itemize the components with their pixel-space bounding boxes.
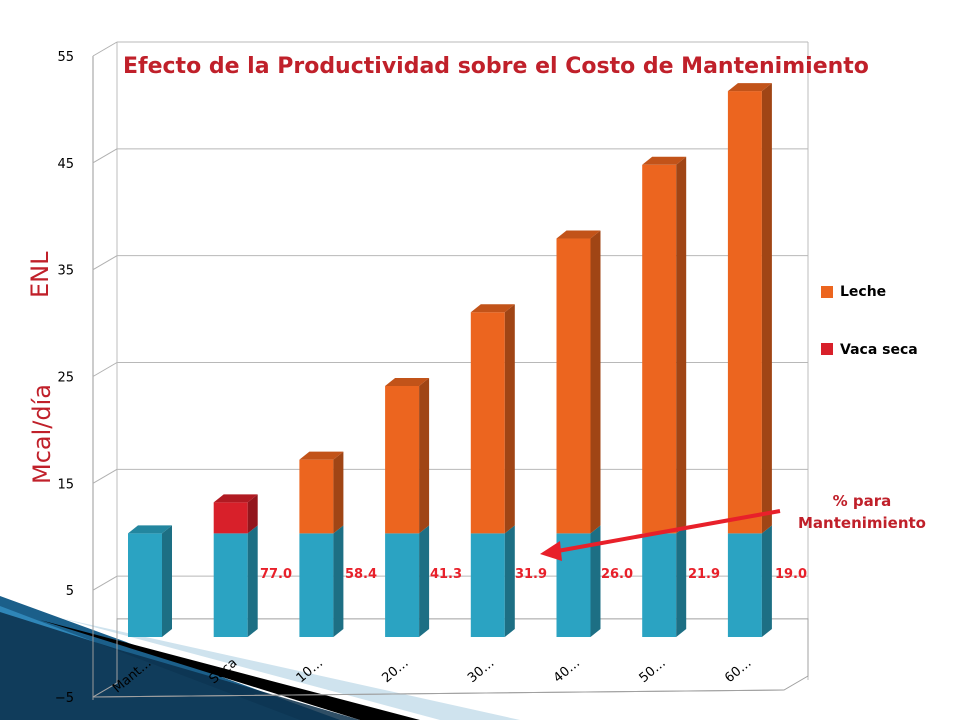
x-tick-label: 30… — [465, 656, 497, 686]
annotation-arrow-head — [540, 541, 562, 561]
bar-front — [470, 312, 505, 534]
bar-front — [213, 533, 248, 637]
bar-segment-0-2 — [299, 525, 344, 637]
y-tick-label: 5 — [66, 584, 74, 599]
bar-front — [385, 533, 420, 637]
bar-segment-0-7 — [727, 525, 772, 637]
y-tick-label: 15 — [57, 477, 74, 492]
legend-label-leche: Leche — [840, 284, 886, 300]
gridlines — [92, 41, 809, 698]
floor-front-edge — [92, 689, 785, 698]
y-tick-label: 35 — [57, 264, 74, 279]
bar-side — [247, 494, 258, 534]
bar-side — [419, 525, 430, 637]
x-tick-label: 50… — [636, 656, 668, 686]
bar-side — [676, 156, 687, 534]
bar-segment-0-0 — [128, 525, 172, 637]
bar-segment-0-3 — [385, 525, 430, 637]
bar-front — [470, 533, 505, 637]
x-tick-label: 40… — [551, 656, 583, 686]
y-tick-label: −5 — [55, 691, 74, 706]
y-axis-label-enl: ENL — [26, 251, 54, 298]
bar-segment-0-5 — [556, 525, 601, 637]
bar-side — [761, 83, 772, 534]
gridline-diag — [92, 468, 118, 484]
legend-label-vaca-seca: Vaca seca — [840, 342, 918, 358]
x-tick-label: 60… — [722, 656, 754, 686]
bar-side — [504, 525, 515, 637]
gridline-diag — [92, 41, 118, 57]
bar-segment-0-4 — [470, 525, 515, 637]
bar-side — [333, 525, 344, 637]
annotation-line-1: % para — [833, 492, 892, 510]
bar-side — [247, 525, 258, 637]
gridline-diag — [92, 362, 118, 377]
bar-front — [385, 385, 420, 534]
percent-label: 26.0 — [601, 567, 633, 582]
bar-top — [299, 451, 344, 460]
y-tick-label: 55 — [57, 50, 74, 65]
maintenance-annotation: % para Mantenimiento — [540, 492, 926, 561]
bar-side — [676, 525, 687, 637]
bar-side — [590, 230, 601, 534]
bar-side — [504, 304, 515, 534]
bar-side — [333, 451, 344, 534]
legend: Leche Vaca seca — [821, 284, 918, 358]
bar-top — [213, 494, 258, 503]
bar-side — [162, 525, 172, 637]
percent-labels: 77.0 58.4 41.3 31.9 26.0 21.9 19.0 — [260, 567, 807, 582]
percent-label: 21.9 — [688, 567, 720, 582]
legend-swatch-vaca-seca — [821, 343, 833, 355]
bar-segment-2-5 — [556, 230, 601, 534]
x-tick-label: 20… — [379, 656, 411, 686]
bars — [128, 83, 772, 637]
bar-side — [590, 525, 601, 637]
bar-segment-2-6 — [642, 156, 687, 534]
percent-label: 58.4 — [345, 567, 377, 582]
bar-top — [727, 83, 772, 92]
gridline-diag — [92, 148, 118, 164]
gridline-diag — [92, 255, 118, 271]
percent-label: 31.9 — [515, 567, 547, 582]
bar-segment-1-1 — [213, 494, 258, 534]
plot-frame — [92, 42, 809, 700]
bar-front — [727, 91, 762, 534]
bar-top — [642, 156, 687, 165]
bar-top — [556, 230, 601, 239]
percent-label: 77.0 — [260, 567, 292, 582]
bar-segment-2-2 — [299, 451, 344, 534]
bar-top — [385, 377, 430, 386]
percent-label: 19.0 — [775, 567, 807, 582]
annotation-arrow-line — [551, 509, 781, 554]
bar-top — [128, 525, 172, 534]
bar-front — [299, 533, 334, 637]
y-tick-label: 45 — [57, 157, 74, 172]
bar-side — [419, 377, 430, 534]
bar-front — [299, 459, 334, 534]
bar-front — [213, 502, 248, 534]
bar-front — [727, 533, 762, 637]
bar-segment-0-1 — [213, 525, 258, 637]
legend-swatch-leche — [821, 286, 833, 298]
bar-side — [761, 525, 772, 637]
bar-segment-0-6 — [642, 525, 687, 637]
slide-decoration — [0, 596, 520, 720]
bar-front — [642, 533, 677, 637]
gridline-diag — [92, 575, 118, 591]
bar-front — [128, 533, 162, 637]
bar-front — [556, 238, 591, 534]
y-axis-ticks: −5 5 15 25 35 45 55 — [55, 50, 74, 706]
bar-segment-2-3 — [385, 377, 430, 534]
bar-front — [642, 164, 677, 534]
bar-segment-2-7 — [727, 83, 772, 534]
y-axis-label-units: Mcal/día — [28, 384, 56, 484]
chart-title: Efecto de la Productividad sobre el Cost… — [123, 54, 869, 79]
bar-top — [470, 304, 515, 313]
percent-label: 41.3 — [430, 567, 462, 582]
bar-segment-2-4 — [470, 304, 515, 534]
annotation-line-2: Mantenimiento — [798, 514, 926, 532]
y-tick-label: 25 — [57, 371, 74, 386]
